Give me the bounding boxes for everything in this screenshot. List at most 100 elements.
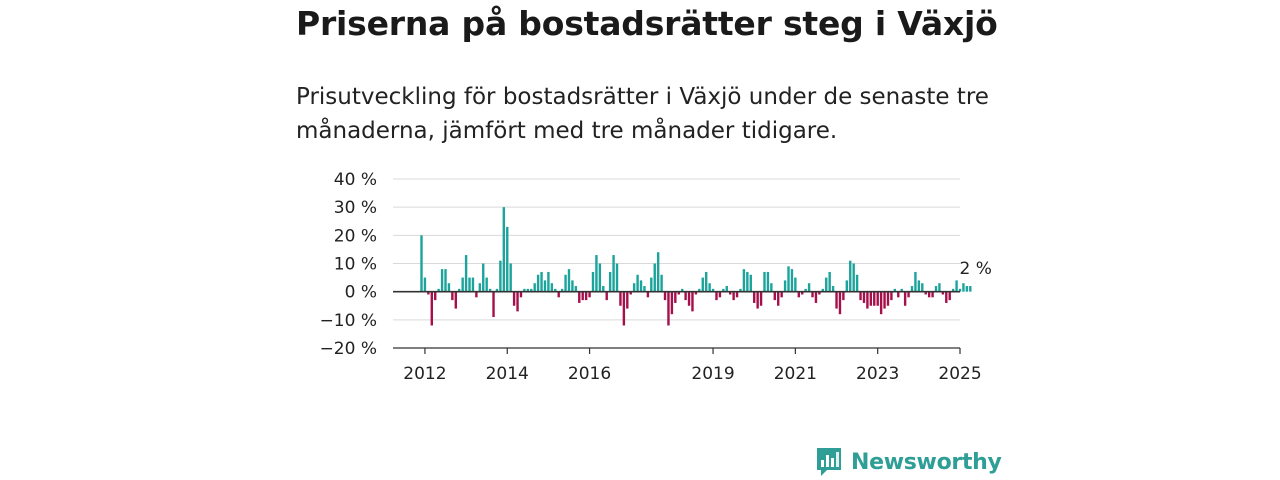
- bar: [718, 291, 722, 298]
- bar: [732, 291, 735, 301]
- bar: [698, 288, 701, 292]
- bar: [831, 286, 835, 292]
- bar: [766, 271, 770, 292]
- bar: [643, 286, 646, 292]
- y-tick-label: −20 %: [320, 339, 377, 359]
- bar: [807, 283, 811, 292]
- bar: [540, 271, 543, 292]
- gridlines: [393, 178, 960, 349]
- bar: [722, 288, 725, 292]
- newsworthy-logo-icon: [817, 448, 841, 476]
- x-tick-label: 2021: [774, 364, 817, 384]
- bar: [427, 291, 430, 295]
- bar: [948, 291, 951, 301]
- bar: [646, 291, 650, 298]
- bar: [770, 283, 773, 292]
- bar: [876, 291, 879, 306]
- bar: [729, 291, 732, 295]
- bar: [598, 263, 602, 292]
- bar: [955, 280, 958, 292]
- bar: [536, 274, 540, 292]
- bar: [667, 291, 670, 326]
- bar: [488, 288, 492, 292]
- bar: [560, 288, 564, 292]
- bar: [571, 280, 574, 292]
- bar: [783, 280, 787, 292]
- bar: [704, 271, 708, 292]
- bar: [749, 274, 752, 292]
- bar: [622, 291, 626, 326]
- bar: [499, 260, 502, 292]
- bar: [818, 291, 821, 295]
- bar: [612, 255, 615, 292]
- bar: [821, 288, 825, 292]
- bar: [554, 288, 557, 292]
- y-tick-label: −10 %: [320, 311, 377, 331]
- bar: [451, 291, 454, 301]
- bar: [629, 291, 632, 295]
- bar: [663, 291, 667, 301]
- bar: [890, 291, 893, 301]
- bar: [804, 288, 807, 292]
- bar: [838, 291, 842, 315]
- bar: [897, 291, 900, 298]
- bar: [653, 263, 656, 292]
- bar: [464, 255, 468, 292]
- bar: [670, 291, 674, 315]
- bar: [581, 291, 584, 301]
- bar: [626, 291, 629, 309]
- bar: [910, 286, 914, 292]
- bar: [969, 286, 972, 292]
- bar: [965, 286, 969, 292]
- bar: [584, 291, 588, 301]
- bars: [420, 207, 972, 326]
- bar: [773, 291, 776, 301]
- bar: [921, 283, 924, 292]
- bar: [924, 291, 927, 295]
- bar: [578, 291, 581, 303]
- bar: [526, 288, 530, 292]
- bar: [859, 291, 862, 301]
- bar: [660, 274, 663, 292]
- y-tick-label: 10 %: [334, 255, 377, 275]
- bar: [557, 291, 560, 298]
- bar: [849, 260, 852, 292]
- y-tick-label: 30 %: [334, 198, 377, 218]
- bar: [879, 291, 883, 315]
- bar: [787, 266, 790, 292]
- bar: [862, 291, 866, 303]
- bar: [903, 291, 907, 306]
- bar: [564, 274, 567, 292]
- bar: [574, 286, 578, 292]
- bar: [458, 288, 461, 292]
- bar: [519, 291, 523, 298]
- y-tick-label: 0 %: [345, 283, 377, 303]
- bar: [934, 286, 938, 292]
- bar: [941, 291, 945, 295]
- bar: [701, 277, 704, 292]
- y-axis-ticks: 40 % 30 % 20 % 10 % 0 % −10 % −20 %: [320, 170, 377, 359]
- bar: [506, 226, 509, 292]
- bar: [485, 277, 488, 292]
- bar: [855, 274, 859, 292]
- bar: [454, 291, 457, 309]
- bar: [873, 291, 876, 306]
- bar: [735, 291, 739, 298]
- bar: [523, 288, 526, 292]
- bar: [547, 271, 550, 292]
- bar: [951, 288, 955, 292]
- bar: [608, 271, 612, 292]
- bar: [639, 280, 643, 292]
- bar: [746, 271, 749, 292]
- bar: [615, 263, 619, 292]
- bar: [893, 288, 897, 292]
- latest-value-label: 2 %: [960, 259, 992, 279]
- bar: [423, 277, 427, 292]
- bar: [430, 291, 433, 326]
- bar: [866, 291, 869, 309]
- bar: [687, 291, 691, 306]
- brand-logo[interactable]: Newsworthy: [815, 446, 1002, 478]
- bar: [632, 283, 636, 292]
- bar: [591, 271, 595, 292]
